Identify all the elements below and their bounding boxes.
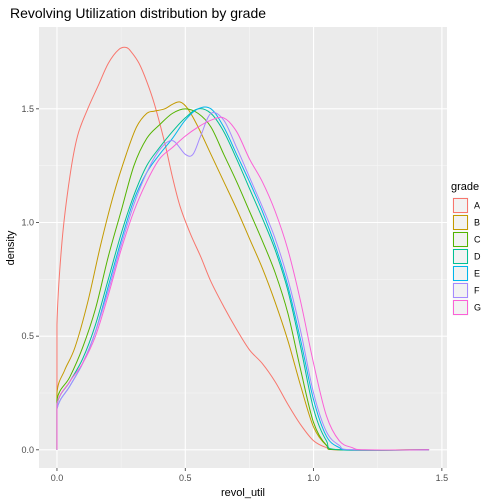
- legend-key-box: [451, 281, 470, 300]
- minor-gridlines: [39, 27, 447, 468]
- x-axis-title: revol_util: [221, 487, 265, 499]
- x-axis-ticks: 0.0 0.5 1.0 1.5: [51, 468, 448, 483]
- x-tick-label: 0.5: [179, 473, 192, 483]
- legend-label-e: E: [474, 269, 480, 279]
- legend-label-f: F: [474, 286, 480, 296]
- legend-key-box: [451, 247, 470, 266]
- legend-key-d: [453, 249, 468, 264]
- y-axis-title: density: [5, 230, 17, 265]
- plot-panel: [39, 27, 447, 468]
- density-line-c: [56, 108, 430, 451]
- legend-key-a: [453, 198, 468, 213]
- density-line-a: [56, 46, 430, 451]
- y-tick-label: 0.0: [21, 445, 34, 455]
- density-lines: [56, 46, 430, 451]
- legend-key-e: [453, 266, 468, 281]
- legend-key-box: [451, 196, 470, 215]
- y-tick-label: 1.0: [21, 217, 34, 227]
- x-tick-label: 1.5: [436, 473, 449, 483]
- y-tick-label: 0.5: [21, 331, 34, 341]
- legend-key-c: [453, 232, 468, 247]
- legend-label-d: D: [474, 252, 481, 262]
- density-line-d: [56, 108, 430, 451]
- legend-key-box: [451, 213, 470, 232]
- legend-label-a: A: [474, 201, 480, 211]
- legend-key-f: [453, 283, 468, 298]
- chart-title: Revolving Utilization distribution by gr…: [10, 5, 266, 21]
- legend-key-box: [451, 230, 470, 249]
- legend-label-b: B: [474, 218, 480, 228]
- legend-label-c: C: [474, 235, 481, 245]
- legend-key-box: [451, 298, 470, 317]
- legend-key-g: [453, 300, 468, 315]
- legend-title: grade: [451, 181, 479, 193]
- x-tick-label: 0.0: [51, 473, 64, 483]
- density-line-g: [56, 116, 430, 451]
- y-tick-label: 1.5: [21, 104, 34, 114]
- density-line-e: [56, 106, 430, 451]
- legend-label-g: G: [474, 303, 481, 313]
- legend-key-box: [451, 264, 470, 283]
- x-tick-label: 1.0: [307, 473, 320, 483]
- legend-key-b: [453, 215, 468, 230]
- y-axis-ticks: 0.0 0.5 1.0 1.5: [21, 104, 39, 455]
